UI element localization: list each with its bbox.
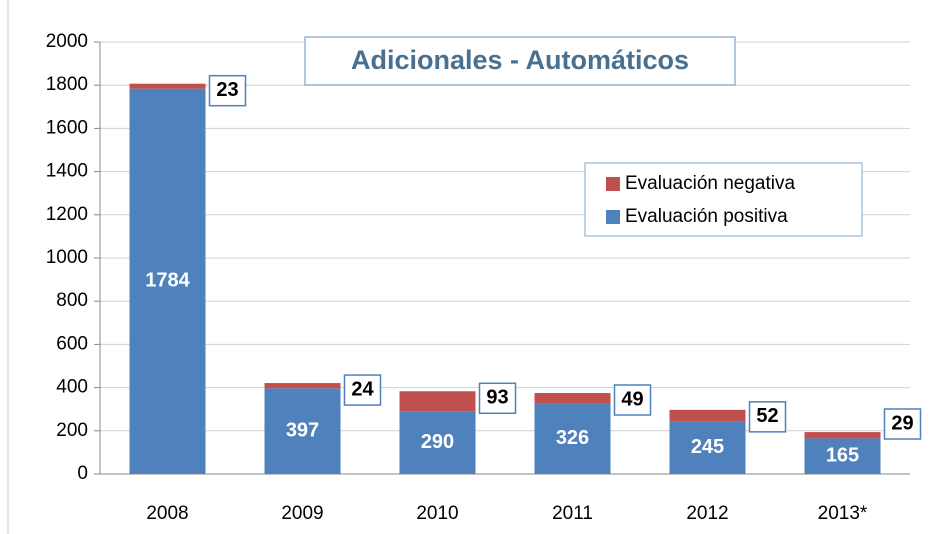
value-label: 165 — [826, 444, 859, 466]
bar-segment — [264, 383, 341, 389]
value-label: 29 — [891, 412, 913, 434]
y-tick-label: 600 — [56, 333, 88, 354]
bar-segment — [804, 432, 881, 439]
bar-segment — [534, 403, 611, 474]
bar-segment — [669, 409, 746, 422]
value-label: 24 — [351, 378, 374, 400]
y-tick-label: 0 — [77, 463, 88, 484]
value-label: 245 — [691, 436, 724, 458]
bar-segment — [264, 388, 341, 474]
legend-box — [584, 162, 863, 237]
y-tick-label: 1200 — [46, 204, 88, 225]
bar-segment — [399, 411, 476, 474]
value-label: 93 — [486, 387, 508, 409]
y-tick-label: 1000 — [46, 247, 88, 268]
value-label-box — [208, 74, 247, 107]
x-tick-label: 2008 — [146, 503, 188, 524]
title-box — [304, 36, 736, 86]
value-label-box — [883, 408, 922, 440]
value-label: 326 — [556, 427, 589, 449]
value-label: 52 — [756, 405, 778, 427]
legend-label: Evaluación negativa — [625, 173, 795, 194]
value-label-box — [613, 384, 652, 416]
bar-segment — [129, 83, 206, 89]
value-label-box — [748, 401, 787, 433]
y-tick-label: 400 — [56, 377, 88, 398]
y-tick-label: 200 — [56, 420, 88, 441]
y-tick-label: 800 — [56, 290, 88, 311]
value-label-box — [478, 382, 517, 415]
x-tick-label: 2010 — [416, 503, 458, 524]
value-label: 397 — [286, 419, 319, 441]
bar-segment — [129, 88, 206, 474]
value-label-box — [343, 374, 382, 406]
bar-segment — [804, 438, 881, 474]
y-tick-label: 1400 — [46, 161, 88, 182]
legend-swatch — [606, 210, 620, 224]
bar-segment — [534, 393, 611, 404]
value-label: 1784 — [145, 270, 190, 292]
x-tick-label: 2011 — [552, 503, 593, 524]
x-tick-label: 2012 — [686, 503, 728, 524]
bar-segment — [399, 391, 476, 412]
y-tick-label: 2000 — [46, 31, 88, 52]
legend-label: Evaluación positiva — [625, 206, 788, 227]
value-label: 49 — [621, 388, 643, 410]
y-tick-label: 1800 — [46, 74, 88, 95]
bar-segment — [669, 421, 746, 474]
y-tick-label: 1600 — [46, 117, 88, 138]
bars — [129, 83, 881, 474]
value-label: 290 — [421, 431, 454, 453]
chart-title: Adicionales - Automáticos — [351, 45, 689, 75]
legend-swatch — [606, 177, 620, 191]
value-label: 23 — [216, 79, 238, 101]
x-tick-label: 2013* — [818, 503, 868, 524]
x-tick-label: 2009 — [281, 503, 323, 524]
